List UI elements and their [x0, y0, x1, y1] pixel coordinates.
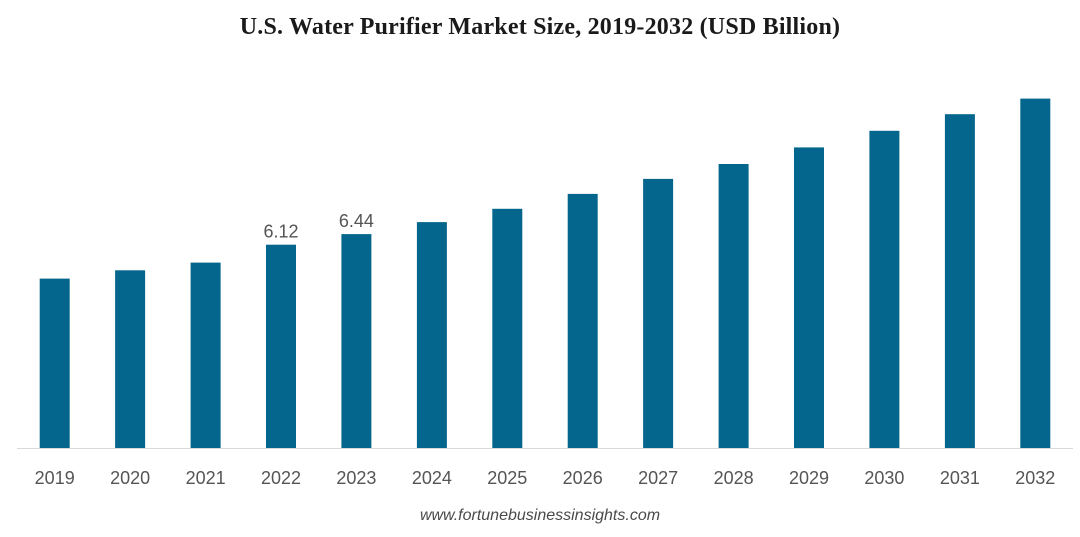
bar-2021: [190, 262, 221, 448]
x-tick-label: 2031: [940, 468, 980, 488]
bar-2019: [39, 278, 70, 448]
x-tick-label: 2023: [336, 468, 376, 488]
x-tick-label: 2026: [563, 468, 603, 488]
bar-2031: [944, 114, 975, 448]
bar-2027: [643, 178, 674, 448]
data-label-2023: 6.44: [339, 211, 374, 231]
bar-2025: [492, 208, 523, 448]
x-tick-label: 2028: [714, 468, 754, 488]
x-tick-label: 2025: [487, 468, 527, 488]
bar-2020: [115, 270, 146, 448]
x-tick-label: 2019: [35, 468, 75, 488]
x-tick-label: 2022: [261, 468, 301, 488]
bars-group: [39, 98, 1051, 449]
x-tick-label: 2020: [110, 468, 150, 488]
bar-2030: [869, 130, 900, 449]
x-tick-label: 2030: [864, 468, 904, 488]
bar-2024: [416, 222, 447, 448]
bar-2022: [266, 244, 296, 448]
bar-2028: [718, 164, 749, 448]
chart-title: U.S. Water Purifier Market Size, 2019-20…: [239, 14, 841, 40]
data-labels: 6.12 6.44: [263, 211, 373, 242]
x-tick-label: 2029: [789, 468, 829, 488]
bar-2032: [1020, 98, 1051, 448]
data-label-2022: 6.12: [263, 222, 298, 242]
x-tick-label: 2024: [412, 468, 452, 488]
x-tick-label: 2032: [1015, 468, 1055, 488]
bar-2023: [341, 234, 372, 448]
bar-2026: [567, 193, 598, 448]
bar-2029: [794, 147, 824, 448]
x-tick-labels: 2019 2020 2021 2022 2023 2024 2025 2026 2027 2028…: [35, 468, 1056, 488]
source-credit: www.fortunebusinessinsights.com: [419, 507, 661, 524]
x-tick-label: 2027: [638, 468, 678, 488]
x-tick-label: 2021: [186, 468, 226, 488]
